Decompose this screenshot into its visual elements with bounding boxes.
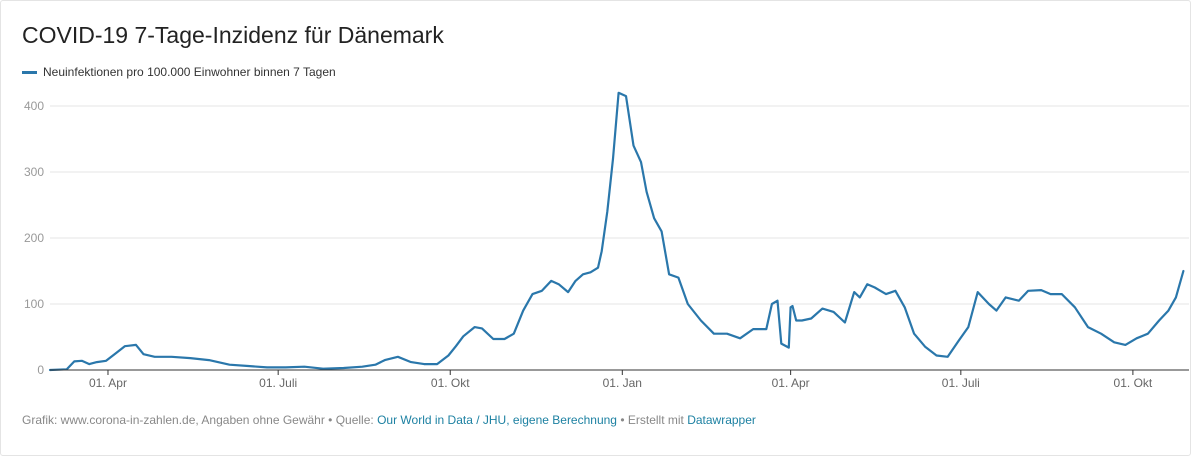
x-tick-label: 01. Okt bbox=[1114, 376, 1153, 390]
x-tick-label: 01. Okt bbox=[431, 376, 470, 390]
footer-middle: • Erstellt mit bbox=[616, 413, 688, 427]
footer-prefix: Grafik: www.corona-in-zahlen.de, Angaben… bbox=[22, 413, 378, 427]
legend-label: Neuinfektionen pro 100.000 Einwohner bin… bbox=[43, 65, 336, 79]
y-tick-label: 300 bbox=[24, 165, 44, 179]
footer-credits: Grafik: www.corona-in-zahlen.de, Angaben… bbox=[22, 413, 756, 427]
x-tick-label: 01. Jan bbox=[603, 376, 642, 390]
legend: Neuinfektionen pro 100.000 Einwohner bin… bbox=[22, 65, 336, 79]
datawrapper-link[interactable]: Datawrapper bbox=[687, 413, 756, 427]
x-tick-label: 01. Juli bbox=[259, 376, 297, 390]
line-chart: 0 100 200 300 400 01. Apr 01. Juli 01. Okt 01. J… bbox=[24, 91, 1189, 390]
source-link[interactable]: Our World in Data / JHU, eigene Berechnu… bbox=[377, 413, 617, 427]
x-tick-label: 01. Apr bbox=[772, 376, 810, 390]
chart-title: COVID-19 7-Tage-Inzidenz für Dänemark bbox=[22, 22, 444, 48]
y-tick-label: 400 bbox=[24, 99, 44, 113]
x-tick-label: 01. Juli bbox=[942, 376, 980, 390]
x-tick-label: 01. Apr bbox=[89, 376, 127, 390]
y-tick-label: 200 bbox=[24, 231, 44, 245]
series-line bbox=[48, 91, 1185, 372]
legend-swatch bbox=[22, 70, 37, 74]
y-tick-label: 0 bbox=[37, 363, 44, 377]
y-tick-label: 100 bbox=[24, 297, 44, 311]
